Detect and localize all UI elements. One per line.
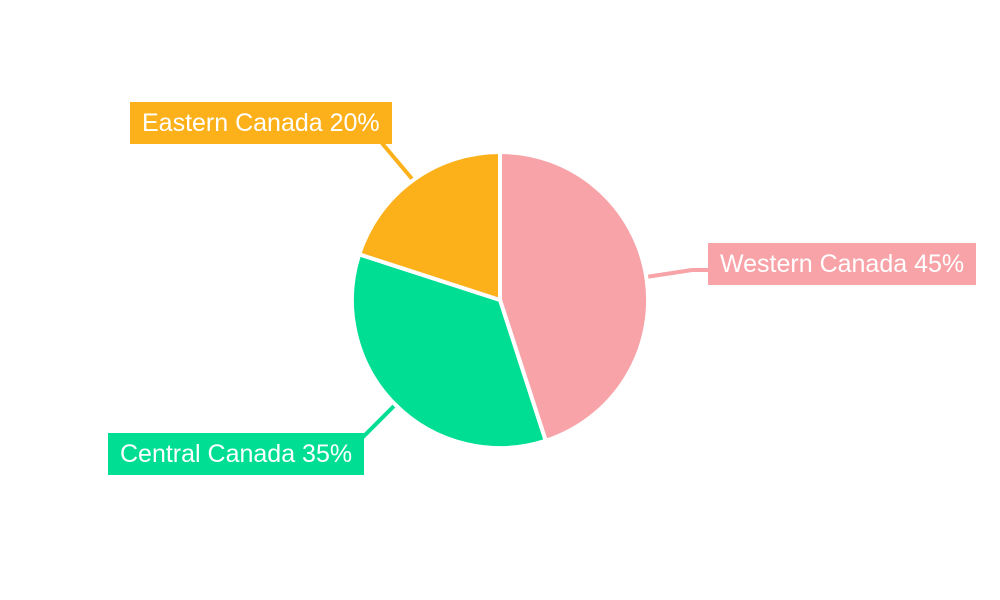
callout-eastern-canada: Eastern Canada 20% — [130, 102, 392, 144]
pie-slice-eastern-canada[interactable] — [357, 150, 502, 302]
label-line-eastern-canada — [377, 140, 415, 182]
callout-western-canada: Western Canada 45% — [708, 243, 977, 285]
pie-slice-western-canada[interactable] — [498, 150, 651, 443]
callout-central-canada: Central Canada 35% — [108, 433, 365, 475]
label-line-western-canada — [645, 268, 708, 279]
pie-slice-central-canada[interactable] — [349, 252, 548, 451]
